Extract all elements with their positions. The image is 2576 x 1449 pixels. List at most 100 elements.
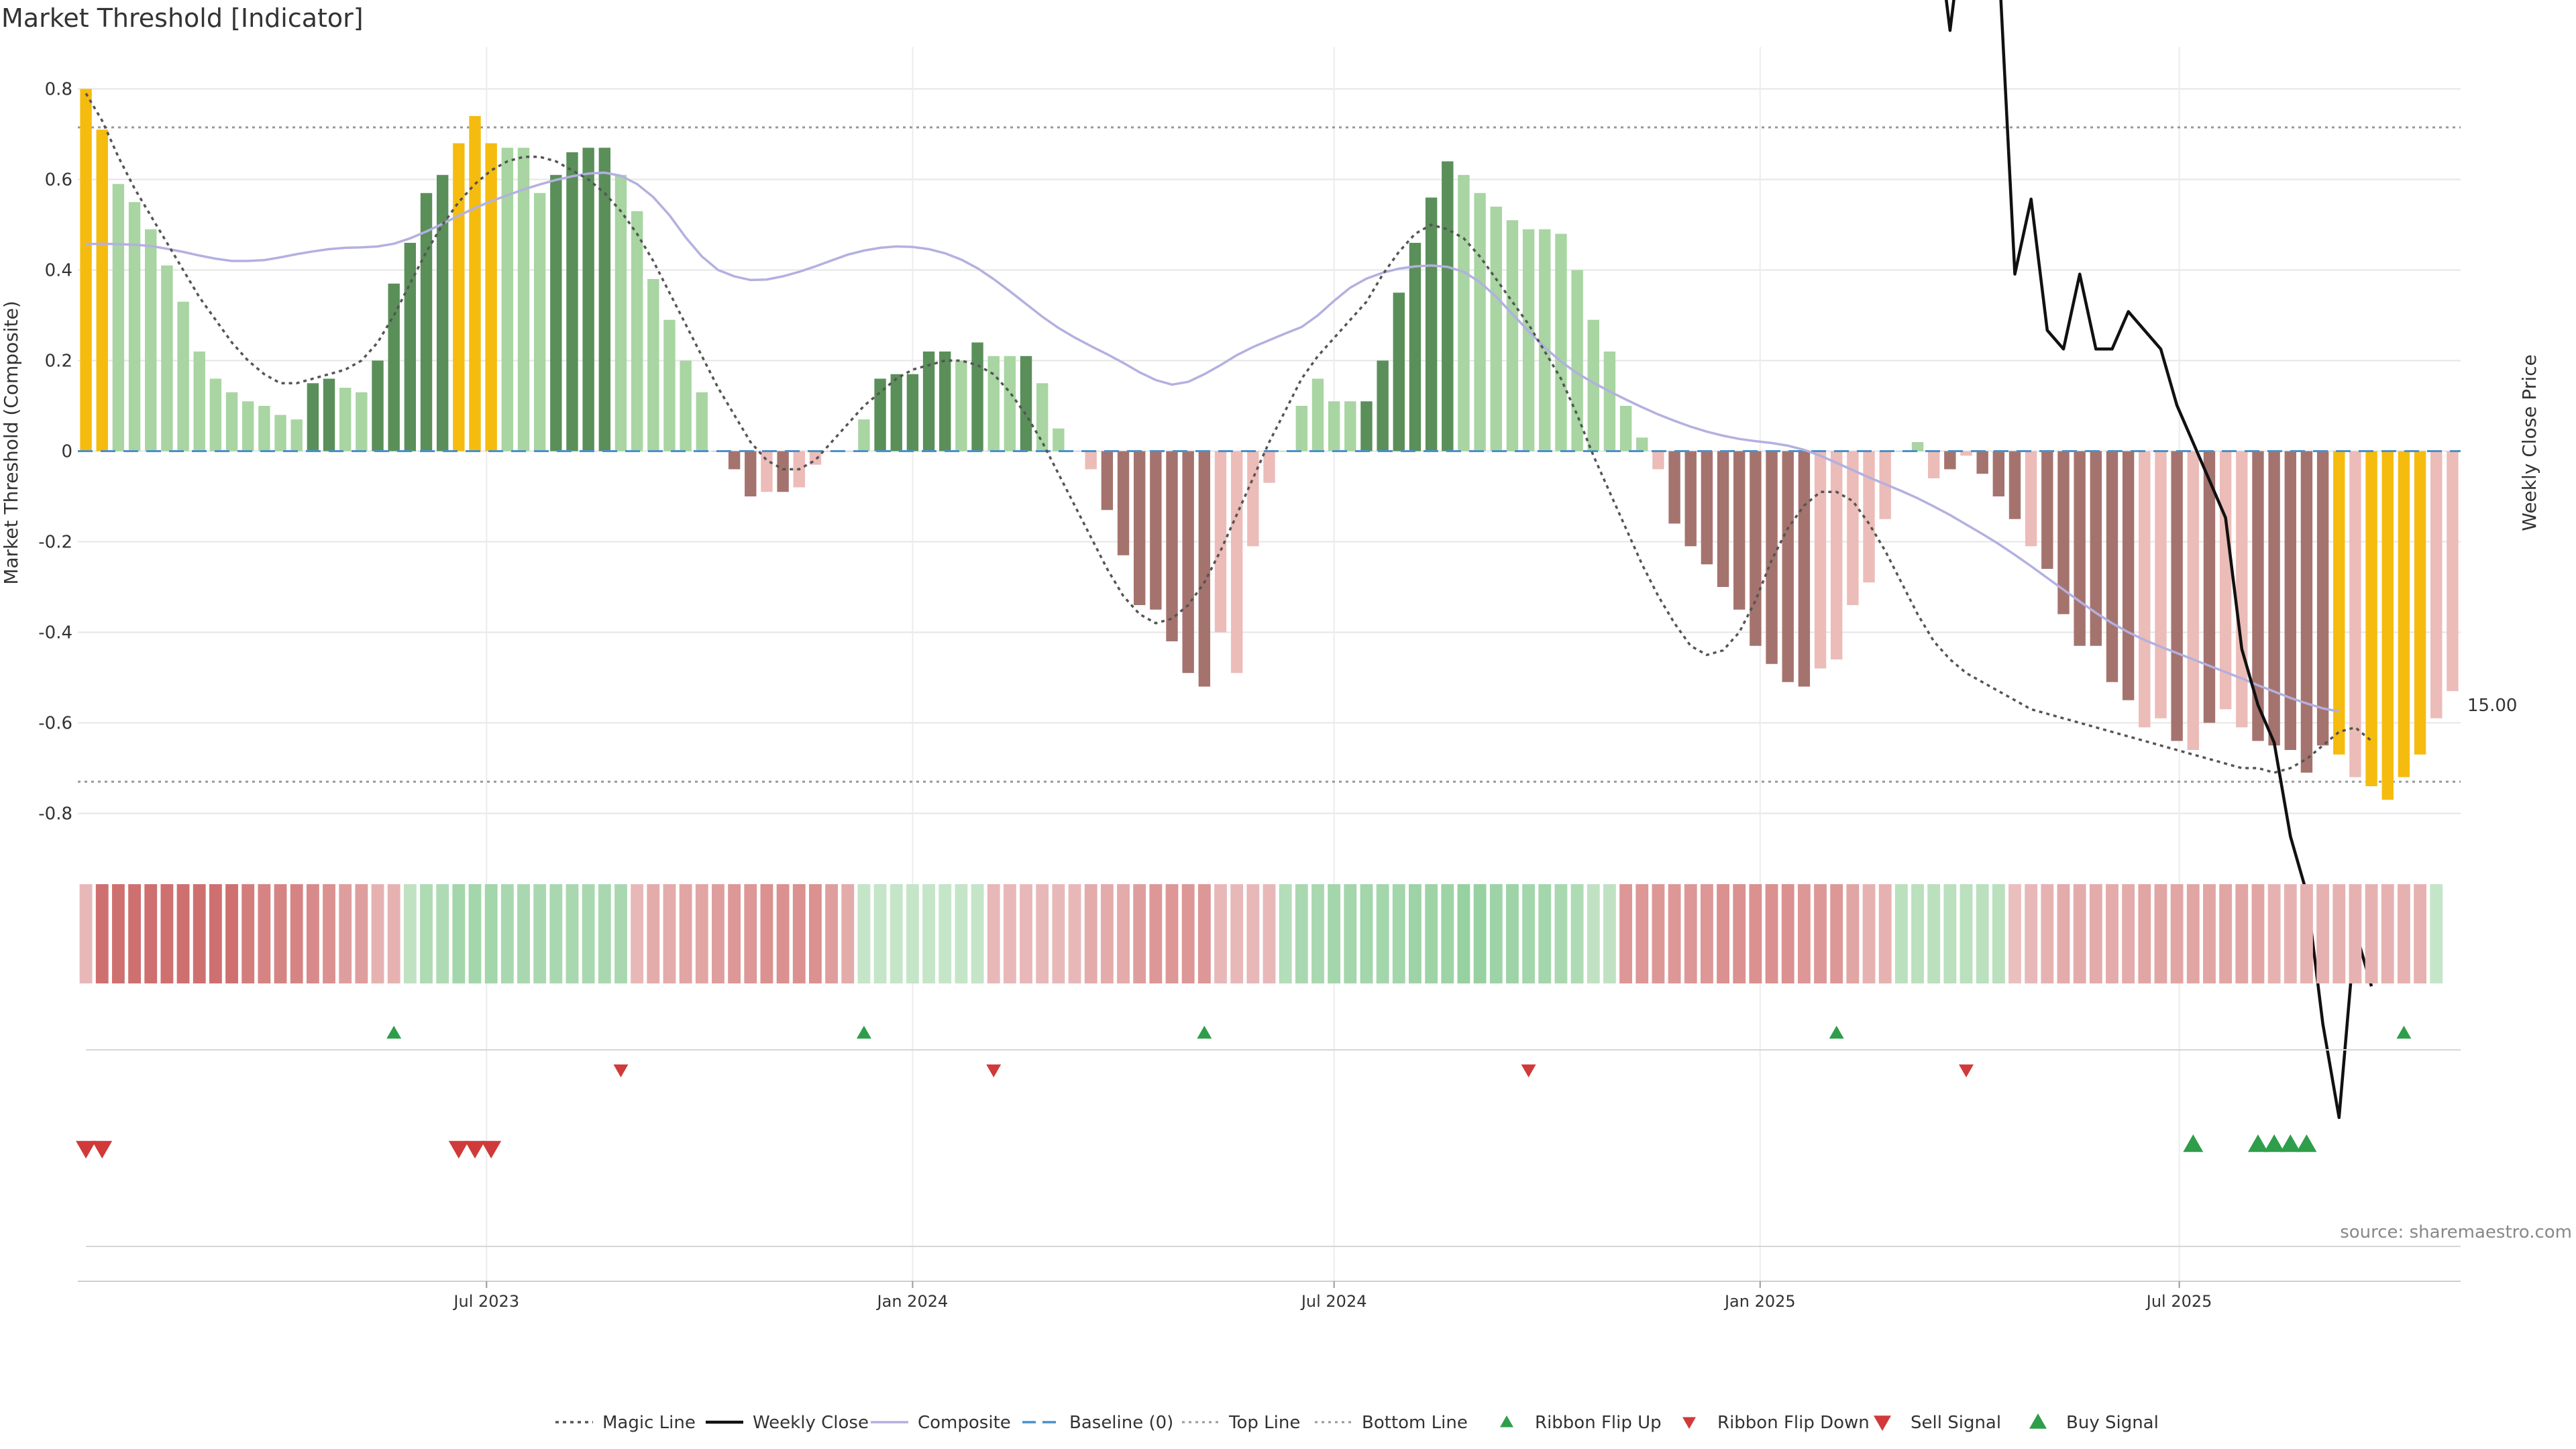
ribbon-cell-114 xyxy=(1927,884,1941,983)
chart-title: Market Threshold [Indicator] xyxy=(1,3,364,33)
ribbon-cell-38 xyxy=(695,884,708,983)
ribbon-cell-24 xyxy=(468,884,482,983)
ribbon-cell-128 xyxy=(2154,884,2167,983)
bar-42 xyxy=(761,451,773,492)
legend-label-9: Buy Signal xyxy=(2066,1413,2159,1433)
ribbon-cell-133 xyxy=(2235,884,2249,983)
bar-121 xyxy=(2041,451,2053,569)
bar-74 xyxy=(1279,451,1291,452)
ribbon-cell-143 xyxy=(2398,884,2410,983)
ribbon-cell-34 xyxy=(631,884,644,983)
ribbon-cell-55 xyxy=(971,884,984,983)
bar-90 xyxy=(1539,229,1551,451)
bar-11 xyxy=(258,406,270,451)
ribbon-cell-29 xyxy=(549,884,563,983)
bar-81 xyxy=(1393,292,1405,451)
bar-23 xyxy=(453,143,465,451)
x-tick-label-3: Jan 2025 xyxy=(1723,1292,1796,1311)
bar-85 xyxy=(1458,174,1470,451)
buy-signal-marker-1 xyxy=(2247,1134,2268,1152)
bar-104 xyxy=(1766,451,1778,664)
bar-139 xyxy=(2333,451,2345,755)
ribbon-cell-19 xyxy=(387,884,400,983)
ribbon-cell-70 xyxy=(1214,884,1227,983)
bar-76 xyxy=(1311,378,1324,451)
ribbon-cell-39 xyxy=(712,884,724,983)
bar-49 xyxy=(874,378,886,451)
ribbon-cell-78 xyxy=(1344,884,1357,983)
bar-127 xyxy=(2139,451,2151,728)
bar-93 xyxy=(1587,319,1599,451)
ribbon-cell-53 xyxy=(938,884,952,983)
ribbon-cell-108 xyxy=(1830,884,1843,983)
ribbon-cell-101 xyxy=(1717,884,1729,983)
bar-146 xyxy=(2447,451,2459,692)
legend-label-7: Ribbon Flip Down xyxy=(1717,1413,1870,1433)
bar-95 xyxy=(1619,406,1632,451)
legend-item-2: Composite xyxy=(871,1413,1011,1433)
ribbon-cell-130 xyxy=(2186,884,2200,983)
bar-92 xyxy=(1571,270,1583,451)
ribbon-cell-144 xyxy=(2414,884,2427,983)
bar-19 xyxy=(388,283,400,451)
ribbon-cell-82 xyxy=(1409,884,1421,983)
ribbon-cell-121 xyxy=(2041,884,2054,983)
bar-115 xyxy=(1944,451,1956,470)
legend-label-5: Bottom Line xyxy=(1362,1413,1468,1433)
y-left-tick-6: 0.4 xyxy=(45,261,72,281)
ribbon-cell-90 xyxy=(1538,884,1552,983)
ribbon-cell-42 xyxy=(760,884,773,983)
bar-8 xyxy=(209,378,222,451)
y-left-axis: -0.8 -0.6 -0.4 -0.2 0 0.2 0.4 0.6 0.8 xyxy=(38,80,72,824)
ribbon-cell-113 xyxy=(1911,884,1924,983)
bar-1 xyxy=(96,129,108,451)
ribbon-cell-93 xyxy=(1587,884,1600,983)
ribbon-cell-14 xyxy=(306,884,319,983)
ribbon-cell-64 xyxy=(1117,884,1130,983)
bar-82 xyxy=(1409,243,1421,451)
ribbon-cell-21 xyxy=(420,884,433,983)
ribbon-cell-27 xyxy=(517,884,530,983)
ribbon-cell-79 xyxy=(1360,884,1373,983)
legend-item-6: Ribbon Flip Up xyxy=(1500,1413,1662,1433)
ribbon-cell-1 xyxy=(95,884,109,983)
ribbon-cell-28 xyxy=(533,884,547,983)
buy-signal-marker-2 xyxy=(2264,1134,2285,1152)
bar-40 xyxy=(728,451,741,470)
ribbon-cell-22 xyxy=(436,884,449,983)
buy-signal-marker-3 xyxy=(2280,1134,2301,1152)
ribbon-cell-33 xyxy=(614,884,627,983)
ribbon-cell-96 xyxy=(1635,884,1649,983)
ribbon-cell-11 xyxy=(258,884,271,983)
bar-10 xyxy=(242,401,254,451)
bar-35 xyxy=(647,279,659,451)
ribbon-cell-81 xyxy=(1392,884,1405,983)
bar-128 xyxy=(2155,451,2167,718)
x-tick-label-2: Jul 2024 xyxy=(1300,1292,1367,1311)
ribbon-cell-3 xyxy=(128,884,141,983)
bar-77 xyxy=(1328,401,1340,451)
ribbon-cell-2 xyxy=(111,884,125,983)
bar-112 xyxy=(1895,451,1908,452)
y-right-label: Weekly Close Price xyxy=(2518,354,2540,531)
bar-30 xyxy=(566,152,578,451)
bar-68 xyxy=(1182,451,1194,674)
legend-item-4: Top Line xyxy=(1182,1413,1300,1433)
ribbon-cell-119 xyxy=(2008,884,2021,983)
ribbon-cell-137 xyxy=(2300,884,2313,983)
ribbon-flip-up-marker-1 xyxy=(856,1026,871,1039)
bar-31 xyxy=(582,148,594,451)
bar-113 xyxy=(1911,442,1924,451)
legend-item-9: Buy Signal xyxy=(2029,1413,2159,1433)
ribbon-cell-65 xyxy=(1133,884,1146,983)
bar-37 xyxy=(680,360,692,451)
ribbon-cell-106 xyxy=(1797,884,1811,983)
ribbon-cell-49 xyxy=(873,884,887,983)
ribbon-cell-122 xyxy=(2057,884,2070,983)
ribbon-cell-102 xyxy=(1733,884,1746,983)
ribbon-cell-62 xyxy=(1084,884,1097,983)
ribbon-cell-52 xyxy=(922,884,935,983)
ribbon-cell-67 xyxy=(1165,884,1179,983)
y-right-tick-0: 15.00 xyxy=(2467,696,2517,716)
